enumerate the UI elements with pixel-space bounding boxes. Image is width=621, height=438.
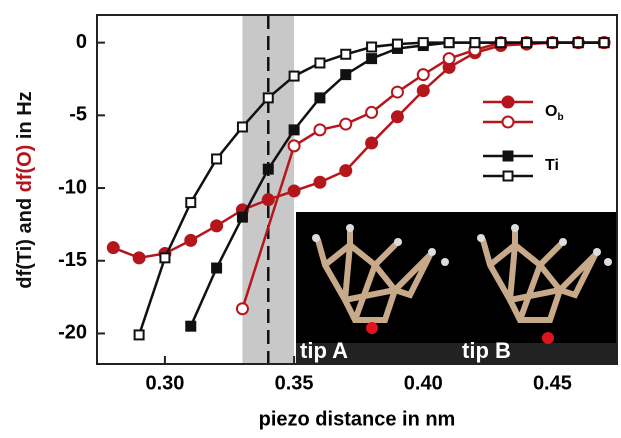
point xyxy=(287,139,301,153)
point xyxy=(443,37,455,49)
legend-marker xyxy=(501,115,515,129)
legend-marker xyxy=(501,95,515,109)
point xyxy=(211,262,223,274)
point xyxy=(365,136,379,150)
point xyxy=(262,92,274,104)
point xyxy=(495,37,507,49)
point xyxy=(598,37,610,49)
y-tick-label: 0 xyxy=(76,31,87,53)
point xyxy=(288,124,300,136)
y-tick-label: -10 xyxy=(58,176,87,198)
point xyxy=(313,175,327,189)
point xyxy=(287,184,301,198)
point xyxy=(340,48,352,60)
point xyxy=(262,163,274,175)
point xyxy=(184,233,198,247)
y-axis-label-part: in Hz xyxy=(14,91,36,144)
point xyxy=(288,70,300,82)
legend-marker xyxy=(502,170,514,182)
inset-image: tip A tip B xyxy=(296,212,617,364)
x-tick-label: 0.40 xyxy=(404,372,443,394)
x-tick-label: 0.45 xyxy=(533,372,572,394)
x-tick-label: 0.30 xyxy=(145,372,184,394)
point xyxy=(366,41,378,53)
point xyxy=(469,37,481,49)
point xyxy=(366,53,378,65)
point xyxy=(339,117,353,131)
point xyxy=(391,38,403,50)
point xyxy=(313,123,327,137)
point xyxy=(339,164,353,178)
legend-subscript: b xyxy=(557,112,563,123)
legend-text: Ti xyxy=(545,157,559,174)
point xyxy=(546,37,558,49)
y-tick-label: -15 xyxy=(58,249,87,271)
point xyxy=(521,37,533,49)
y-tick-label: -20 xyxy=(58,322,87,344)
point xyxy=(416,84,430,98)
point xyxy=(159,252,171,264)
point xyxy=(442,52,456,66)
y-axis-label-part: df(O) xyxy=(14,145,36,193)
x-tick-label: 0.35 xyxy=(275,372,314,394)
point xyxy=(106,241,120,255)
point xyxy=(236,121,248,133)
point xyxy=(261,193,275,207)
point xyxy=(235,302,249,316)
point xyxy=(132,251,146,265)
point xyxy=(185,197,197,209)
point xyxy=(390,85,404,99)
point xyxy=(314,57,326,69)
plot-frame xyxy=(96,14,618,365)
plot-area xyxy=(106,15,611,364)
point xyxy=(236,211,248,223)
point xyxy=(390,110,404,124)
inset-label: tip B xyxy=(462,338,511,363)
point xyxy=(210,219,224,233)
point xyxy=(340,69,352,81)
point xyxy=(416,68,430,82)
point xyxy=(417,37,429,49)
point xyxy=(133,329,145,341)
point xyxy=(185,320,197,332)
legend-marker xyxy=(502,150,514,162)
inset-label: tip A xyxy=(300,338,348,363)
legend-label: Ob xyxy=(545,103,564,122)
legend-text: O xyxy=(545,103,557,120)
y-axis-label-part: df(Ti) and xyxy=(14,192,36,288)
x-axis-label: piezo distance in nm xyxy=(259,408,456,430)
y-axis-label: df(Ti) and df(O) in Hz xyxy=(14,91,36,288)
point xyxy=(572,37,584,49)
point xyxy=(314,92,326,104)
point xyxy=(211,153,223,165)
point xyxy=(365,105,379,119)
y-tick-label: -5 xyxy=(69,104,87,126)
legend-label: Ti xyxy=(545,157,559,174)
